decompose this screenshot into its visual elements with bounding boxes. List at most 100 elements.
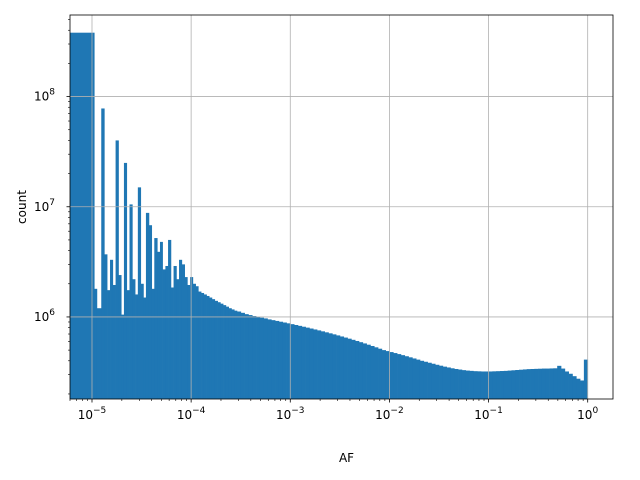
histogram-bar (347, 338, 352, 399)
histogram-bar (374, 347, 379, 399)
histogram-bar (267, 319, 272, 399)
histogram-bar (275, 320, 280, 399)
histogram-bar (313, 329, 318, 399)
histogram-bar (214, 300, 218, 399)
histogram-bar (173, 265, 177, 399)
histogram-bar (198, 291, 202, 399)
histogram-bar (252, 316, 257, 399)
histogram-bar (248, 315, 253, 399)
histogram-bar (115, 140, 119, 400)
histogram-bar (294, 325, 299, 399)
histogram-bar (324, 332, 329, 399)
histogram-bar (522, 369, 528, 399)
x-tick-label: 10−5 (78, 406, 107, 422)
histogram-bar (511, 370, 516, 399)
y-tick-label: 106 (34, 308, 55, 324)
histogram-bar (217, 302, 221, 399)
histogram-bar (393, 353, 398, 399)
histogram-bar (240, 312, 245, 399)
histogram-bar (94, 288, 98, 399)
histogram-bar (389, 352, 394, 399)
histogram-bar (228, 308, 232, 399)
histogram-bar (320, 331, 325, 399)
x-tick-label: 10−3 (276, 406, 305, 422)
histogram-bar (195, 286, 199, 399)
histogram-bar (541, 368, 547, 399)
histogram-bar (121, 314, 125, 399)
histogram-bar (135, 294, 139, 399)
histogram-bar (477, 371, 482, 399)
histogram-bar (549, 368, 554, 399)
histogram-bar (118, 275, 122, 399)
histogram-bar (469, 370, 474, 399)
histogram-bar (305, 327, 310, 399)
histogram-bar (576, 378, 581, 399)
histogram-bar (168, 239, 172, 399)
histogram-bar (553, 368, 558, 399)
histogram-bar (572, 376, 577, 399)
histogram-bar (96, 308, 102, 399)
histogram-bar (132, 279, 136, 399)
histogram-bar (282, 322, 287, 399)
histogram-bar (137, 187, 142, 399)
histogram-bar (461, 370, 467, 399)
histogram-bar (211, 299, 216, 399)
histogram-bar (416, 359, 421, 399)
histogram-bar (263, 318, 268, 399)
histogram-bar (488, 371, 493, 399)
histogram-bar (435, 364, 440, 399)
histogram-bar (343, 337, 348, 399)
histogram-bar (192, 283, 196, 399)
histogram-bar (143, 297, 147, 399)
histogram-bar (259, 317, 265, 399)
histogram-bar (404, 356, 409, 399)
histogram-bar (244, 314, 249, 399)
histogram-bar (154, 238, 158, 399)
y-tick-label: 108 (34, 88, 55, 104)
histogram-bar (484, 371, 489, 399)
histogram-bar (206, 295, 210, 399)
histogram-bar (480, 371, 486, 399)
histogram-bars (70, 32, 589, 400)
histogram-bar (70, 32, 95, 399)
histogram-bar (515, 370, 520, 399)
histogram-bar (450, 368, 455, 399)
histogram-bar (492, 371, 497, 399)
histogram-bar (162, 269, 166, 399)
histogram-bar (423, 361, 428, 399)
histogram-bar (454, 368, 459, 399)
histogram-bar (500, 371, 505, 399)
histogram-bar (446, 367, 451, 399)
histogram-bar (442, 366, 447, 399)
y-tick-label: 107 (34, 198, 55, 214)
histogram-bar (366, 344, 371, 399)
grid-lines (70, 15, 613, 399)
histogram-bar (297, 325, 303, 399)
histogram-bar (101, 108, 105, 399)
histogram-bar (378, 348, 383, 399)
histogram-bar (159, 241, 163, 399)
histogram-bar (564, 371, 569, 399)
histogram-bar (473, 371, 478, 399)
histogram-bar (223, 305, 227, 399)
histogram-bar (381, 350, 386, 399)
histogram-bar (317, 330, 322, 399)
histogram-bar (557, 365, 562, 399)
histogram-bar (431, 363, 436, 399)
histogram-bar (538, 368, 543, 399)
histogram-bar (408, 357, 413, 399)
histogram-bar (332, 334, 337, 399)
histogram-bar (328, 333, 333, 399)
histogram-bar (271, 320, 276, 399)
histogram-bar (148, 225, 153, 399)
histogram-bar (534, 368, 539, 399)
histogram-bar (580, 380, 585, 399)
histogram-bar (110, 259, 114, 399)
histogram-bar (104, 254, 108, 399)
histogram-bar (140, 283, 144, 399)
histogram-bar (385, 351, 390, 399)
histogram-bar (286, 323, 291, 399)
histogram-bar (145, 212, 150, 399)
histogram-bar (176, 279, 180, 399)
histogram-bar (236, 311, 242, 399)
